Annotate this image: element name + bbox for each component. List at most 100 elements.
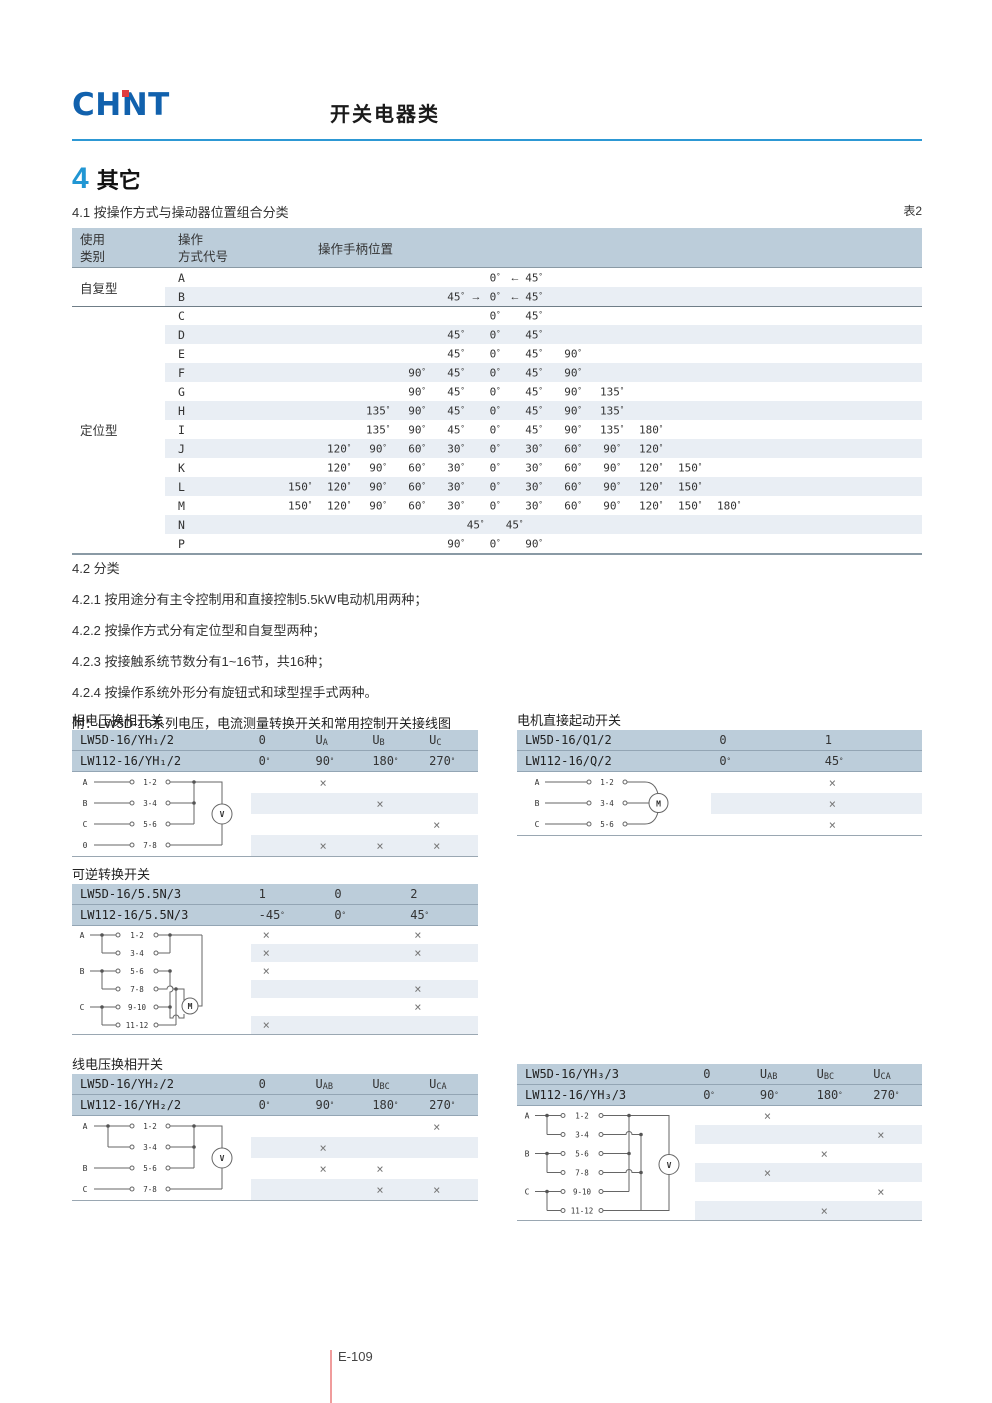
table-row: J 120° 90° 60° 30° 0° 30° 60° 90° 120° xyxy=(72,439,922,458)
contact-open-cell xyxy=(364,1116,421,1137)
degree-cell: 150° xyxy=(287,499,313,512)
contact-closed-mark: × xyxy=(763,1165,772,1180)
subtable-body-row: × xyxy=(517,1182,922,1201)
direction-arrow-icon: ← xyxy=(509,290,521,303)
contact-closed-mark: × xyxy=(319,1161,327,1176)
contact-open-cell xyxy=(364,772,421,793)
contact-open-cell xyxy=(695,1144,752,1163)
subtable-line-voltage: 线电压换相开关 LW5D-16/YH₂/2 0 U AB U BC U CA LW112-16/… xyxy=(72,1054,478,1201)
degree-cell: 90° xyxy=(369,442,387,455)
contact-open-cell xyxy=(752,1125,809,1144)
degree-cell: 90° xyxy=(603,442,621,455)
contact-open-cell xyxy=(251,793,308,814)
degree-cell: 0° xyxy=(489,442,501,455)
position-column-label: 45 ° xyxy=(410,908,429,922)
note-line: 4.2 分类 xyxy=(72,561,120,576)
degree-cell: 60° xyxy=(564,499,582,512)
degree-cell: 45° xyxy=(447,347,465,360)
position-column-label: 90 ° xyxy=(315,1098,335,1112)
contact-open-cell xyxy=(251,1158,308,1179)
table-row: N 45° 45° xyxy=(72,515,922,534)
subtable-body-row: × xyxy=(72,1137,478,1158)
degree-cell: 120° xyxy=(638,461,664,474)
degree-cell: 150° xyxy=(287,480,313,493)
position-column-label: 0 ° xyxy=(258,754,271,768)
degree-cell: 30° xyxy=(447,461,465,474)
subtable-body-row: × × xyxy=(72,1158,478,1179)
degree-cell: 0° xyxy=(489,328,501,341)
degree-cell: 120° xyxy=(638,480,664,493)
degree-cell: 90° xyxy=(525,537,543,550)
operation-code: P xyxy=(178,536,185,551)
note-line: 4.2.4 按操作系统外形分有旋钮式和球型捏手式两种。 xyxy=(72,685,378,700)
appendix-note: 附：LW5D-16系列电压，电流测量转换开关和常用控制开关接线图 xyxy=(72,716,451,731)
position-column-label: 0 xyxy=(258,1077,266,1091)
group-divider xyxy=(72,306,922,307)
subtable-body-row: × xyxy=(517,1144,922,1163)
degree-cell: 30° xyxy=(525,480,543,493)
subtable-body-row: × × xyxy=(72,1179,478,1200)
main-table: 使用 类别 操作 方式代号 操作手柄位置 A 0° ← 45° B 45° → 0° ← 45° C… xyxy=(72,228,922,555)
degree-cell: 150° xyxy=(677,499,703,512)
contact-closed-mark: × xyxy=(433,1119,441,1134)
position-column-label: 0 ° xyxy=(703,1088,715,1102)
position-column-label: U AB xyxy=(315,1077,333,1092)
operation-code: J xyxy=(178,441,185,456)
position-column-label: 0 xyxy=(719,733,727,747)
contact-closed-mark: × xyxy=(376,1182,384,1197)
subtable-header-row: LW5D-16/5.5N/3 1 0 2 xyxy=(72,884,478,905)
position-column-label: 180 ° xyxy=(816,1088,843,1102)
page-header-title: 开关电器类 xyxy=(330,104,440,126)
degree-cell: 45° xyxy=(525,366,543,379)
degree-cell: 0° xyxy=(489,537,501,550)
contact-open-cell xyxy=(326,998,402,1016)
degree-cell: 60° xyxy=(564,461,582,474)
operation-code: L xyxy=(178,479,185,494)
contact-open-cell xyxy=(307,793,364,814)
position-column-label: 90 ° xyxy=(315,754,335,768)
degree-cell: 45° xyxy=(447,290,465,303)
position-column-label: -45 ° xyxy=(258,908,285,922)
subtable-body-row: × xyxy=(517,1125,922,1144)
subtable-body-row: × xyxy=(517,1163,922,1182)
position-column-label: 0 ° xyxy=(334,908,346,922)
subtable-grid: LW5D-16/5.5N/3 1 0 2 LW112-16/5.5N/3 -45 ° 0 ° 45… xyxy=(72,884,478,1035)
contact-open-cell xyxy=(326,962,402,980)
degree-cell: 135° xyxy=(599,404,625,417)
contact-closed-mark: × xyxy=(820,1146,828,1161)
contact-open-cell xyxy=(752,1201,809,1220)
contact-open-cell xyxy=(307,814,364,835)
subtable-grid: LW5D-16/YH₁/2 0 U A U B U C LW112-16/YH₁/2 0 ° 90 ° 1… xyxy=(72,730,478,857)
contact-open-cell xyxy=(402,962,478,980)
degree-cell: 135° xyxy=(365,404,391,417)
subtable-grid: LW5D-16/YH₂/2 0 U AB U BC U CA LW112-16/YH₂/2 0 ° 9… xyxy=(72,1074,478,1201)
position-column-label: 0 xyxy=(258,733,266,747)
subtable-header-row: LW112-16/YH₁/2 0 ° 90 ° 180 ° 270 ° xyxy=(72,751,478,772)
note-line: 4.2.2 按操作方式分有定位型和自复型两种； xyxy=(72,623,326,638)
degree-cell: 90° xyxy=(408,404,426,417)
position-column-label: 0 ° xyxy=(719,754,731,768)
contact-closed-mark: × xyxy=(262,946,270,960)
degree-cell: 0° xyxy=(489,385,501,398)
contact-closed-mark: × xyxy=(828,817,836,832)
contact-open-cell xyxy=(695,1201,752,1220)
contact-closed-mark: × xyxy=(828,796,836,811)
degree-cell: 45° xyxy=(447,423,465,436)
contact-closed-mark: × xyxy=(877,1184,885,1199)
subtable-title: 电机直接起动开关 xyxy=(517,713,622,728)
table-ref: 表2 xyxy=(903,204,922,218)
model-name: LW112-16/5.5N/3 xyxy=(80,908,189,922)
degree-cell: 60° xyxy=(408,499,426,512)
footer-line xyxy=(330,1350,332,1403)
table-row: C 0° 45° xyxy=(72,306,922,325)
subsection-row: 4.1 按操作方式与操动器位置组合分类 表2 xyxy=(72,202,922,221)
degree-cell: 45° xyxy=(525,423,543,436)
subtable-body-row: × xyxy=(517,1201,922,1220)
table-row: I 135° 90° 45° 0° 45° 90° 135° 180° xyxy=(72,420,922,439)
operation-code: H xyxy=(178,403,185,418)
contact-open-cell xyxy=(364,814,421,835)
degree-cell: 45° xyxy=(447,328,465,341)
contact-open-cell xyxy=(251,980,327,998)
